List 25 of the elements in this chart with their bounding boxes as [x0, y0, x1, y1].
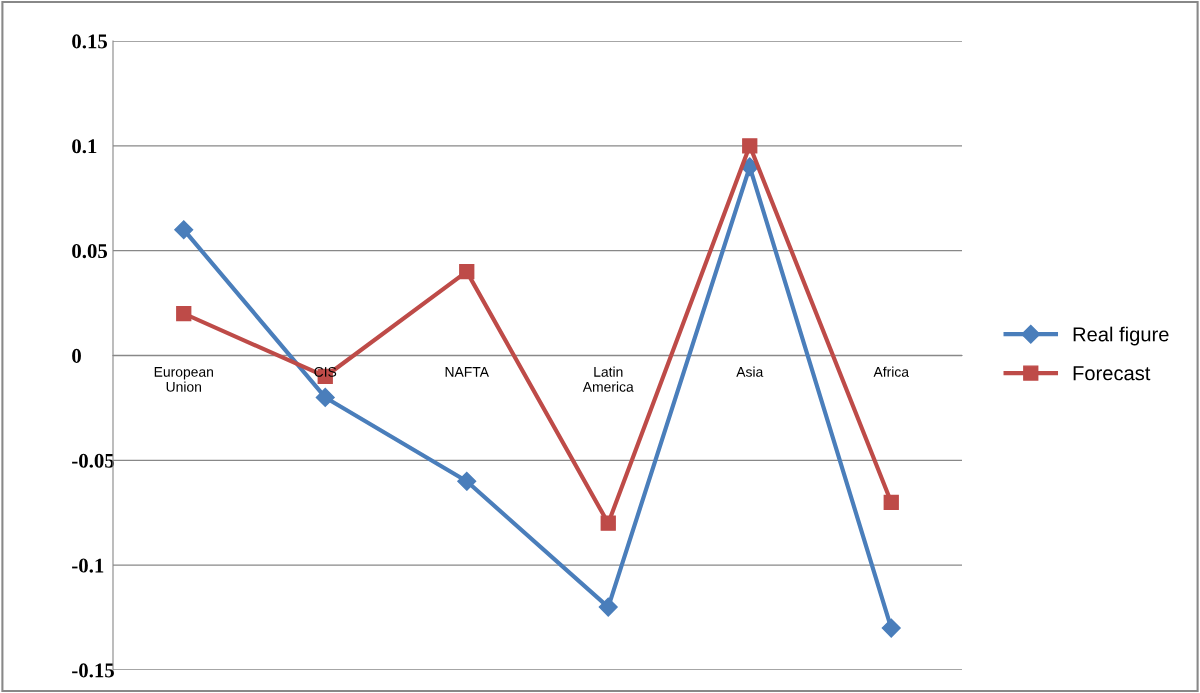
point — [883, 494, 899, 510]
point — [174, 220, 194, 240]
y-tick-label: -0.1 — [72, 558, 104, 573]
point — [315, 387, 335, 407]
x-tick-label: European Union — [154, 367, 213, 392]
legend-label: Real figure — [1073, 326, 1169, 346]
x-tick-label: NAFTA — [445, 367, 489, 377]
y-tick-label: -0.15 — [72, 663, 114, 678]
legend-label: Forecast — [1073, 366, 1151, 381]
point — [176, 305, 192, 322]
point — [881, 618, 901, 638]
x-tick-label: Asia — [736, 366, 764, 377]
point — [600, 515, 616, 531]
point — [742, 138, 758, 154]
y-tick-label: 0.15 — [72, 34, 108, 49]
point — [598, 597, 618, 617]
y-tick-label: 0 — [72, 348, 81, 363]
x-tick-label: CIS — [314, 366, 337, 377]
y-tick-label: 0.05 — [72, 244, 108, 259]
x-tick-label: Latin America — [582, 366, 634, 392]
point — [457, 471, 477, 491]
y-tick-label: 0.1 — [72, 139, 97, 154]
x-tick-label: Africa — [873, 366, 909, 377]
y-tick-label: -0.05 — [72, 453, 114, 468]
point — [459, 263, 475, 280]
